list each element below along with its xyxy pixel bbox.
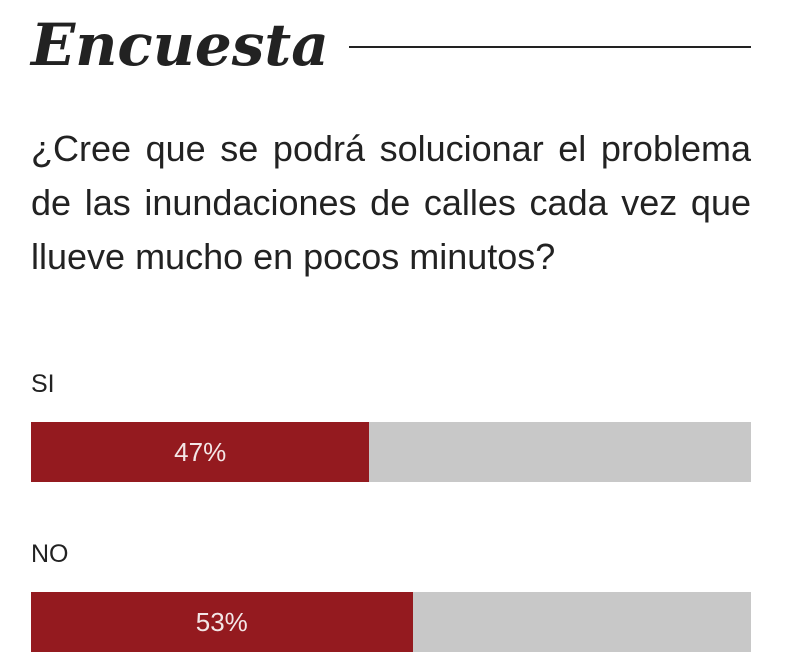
result-percent: 47% [174, 436, 227, 467]
title-divider [348, 46, 751, 48]
option-label: SI [31, 370, 55, 398]
result-bar-fill: 47% [31, 422, 370, 482]
poll-header: Encuesta [31, 0, 751, 88]
poll-question: ¿Cree que se podrá solucionar el problem… [31, 128, 751, 277]
poll-title: Encuesta [31, 11, 329, 79]
poll-option-si[interactable]: SI 47% [31, 370, 751, 482]
result-bar-track: 47% [31, 422, 751, 482]
option-label: NO [31, 540, 69, 568]
poll-option-no[interactable]: NO 53% [31, 540, 751, 652]
result-percent: 53% [195, 606, 248, 637]
poll-widget: Encuesta ¿Cree que se podrá solucionar e… [31, 0, 751, 652]
result-bar-fill: 53% [31, 592, 413, 652]
result-bar-track: 53% [31, 592, 751, 652]
